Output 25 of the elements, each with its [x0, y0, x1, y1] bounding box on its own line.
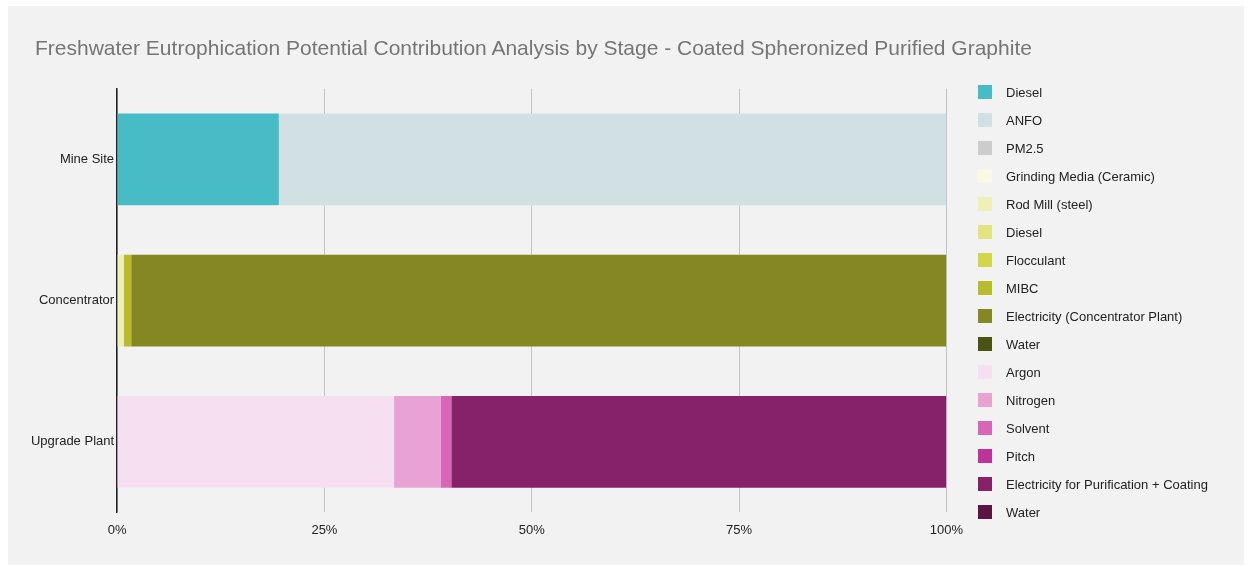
legend-label: Solvent — [1006, 420, 1050, 436]
legend-label: Diesel — [1006, 84, 1043, 100]
y-tick-label: Concentrator — [38, 292, 115, 308]
x-tick-label: 100% — [929, 521, 964, 537]
legend-label: ANFO — [1006, 112, 1043, 128]
legend-label: Flocculant — [1006, 252, 1066, 268]
legend-label: Electricity (Concentrator Plant) — [1006, 308, 1183, 324]
legend-label: Pitch — [1006, 448, 1035, 464]
legend-label: Rod Mill (steel) — [1006, 196, 1093, 212]
x-tick-label: 0% — [107, 521, 127, 537]
legend-label: PM2.5 — [1006, 140, 1044, 156]
legend-label: Water — [1006, 504, 1041, 520]
y-tick-label: Upgrade Plant — [30, 433, 115, 449]
legend-label: Electricity for Purification + Coating — [1006, 476, 1208, 492]
x-tick-label: 50% — [518, 521, 546, 537]
legend-label: Argon — [1006, 364, 1041, 380]
x-tick-label: 25% — [311, 521, 338, 537]
y-tick-label: Mine Site — [59, 150, 115, 166]
x-tick-label: 75% — [726, 521, 753, 537]
legend-label: MIBC — [1006, 280, 1039, 296]
chart-title: Freshwater Eutrophication Potential Contribution Analysis by Stage - Coated Spheronized Purified Graphite — [35, 36, 1032, 60]
legend-label: Water — [1006, 336, 1041, 352]
legend-label: Grinding Media (Ceramic) — [1006, 168, 1155, 184]
legend-label: Diesel — [1006, 224, 1043, 240]
legend-label: Nitrogen — [1006, 392, 1056, 408]
